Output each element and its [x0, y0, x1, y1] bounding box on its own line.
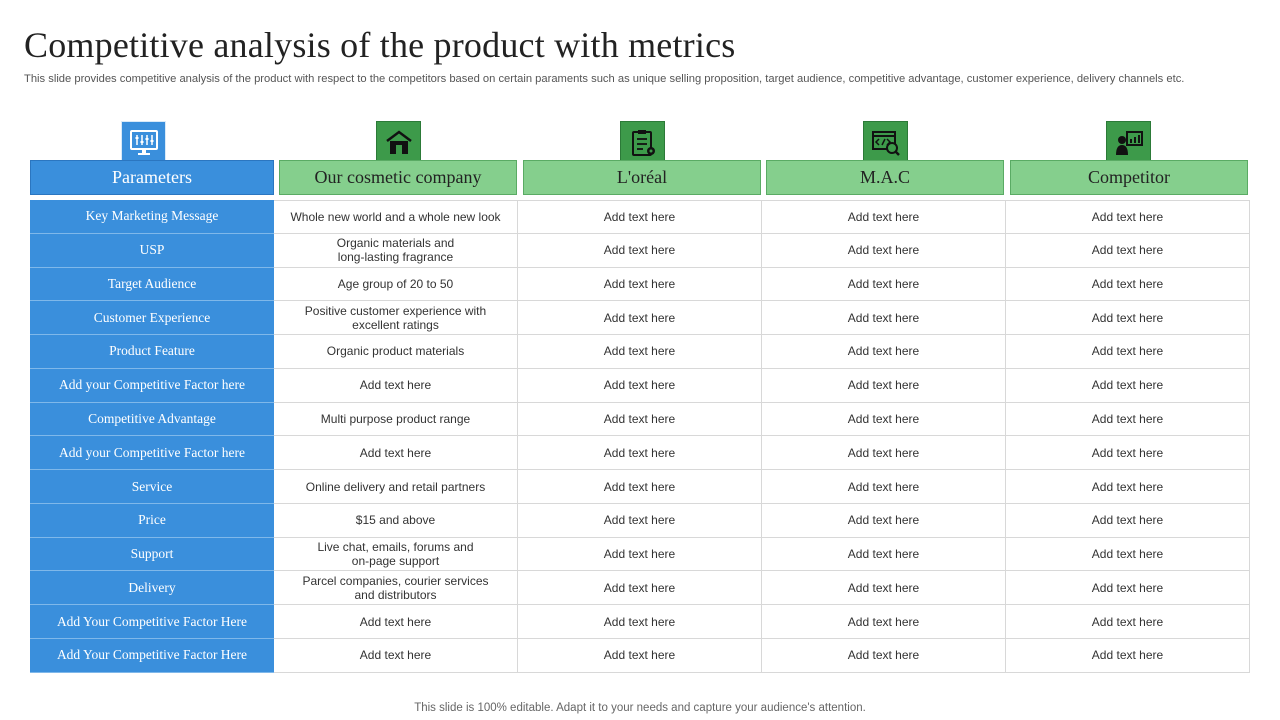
table-cell: Add text here [1006, 335, 1250, 369]
table-cell: Add text here [1006, 402, 1250, 437]
table-cell: Add text here [518, 436, 762, 471]
parameter-cell: Support [30, 537, 274, 572]
table-cell: Add text here [1006, 605, 1250, 639]
table-cell: Add text here [1006, 301, 1250, 336]
table-cell: Add text here [762, 335, 1006, 369]
table-cell: Add text here [1006, 436, 1250, 471]
table-cell: Whole new world and a whole new look [274, 200, 518, 234]
table-cell: Add text here [274, 605, 518, 639]
table-cell: Parcel companies, courier services and d… [274, 571, 518, 606]
table-cell: Add text here [518, 470, 762, 504]
table-cell: Add text here [762, 638, 1006, 673]
table-row: Add text here Add text here Add text her… [274, 368, 1250, 403]
store-icon [376, 121, 421, 164]
parameters-column: Key Marketing Message USP Target Audienc… [30, 200, 274, 673]
table-cell: Add text here [518, 335, 762, 369]
parameter-cell: USP [30, 233, 274, 268]
parameter-cell: Competitive Advantage [30, 402, 274, 437]
table-row: Multi purpose product range Add text her… [274, 402, 1250, 437]
dashboard-monitor-icon [121, 121, 166, 164]
table-cell: Add text here [518, 267, 762, 302]
table-cell: Organic materials and long-lasting fragr… [274, 233, 518, 268]
table-row: Age group of 20 to 50 Add text here Add … [274, 267, 1250, 302]
footer-note: This slide is 100% editable. Adapt it to… [414, 702, 866, 714]
table-row: Organic materials and long-lasting fragr… [274, 233, 1250, 268]
table-cell: Add text here [1006, 470, 1250, 504]
table-cell: Add text here [518, 301, 762, 336]
table-cell: Add text here [518, 503, 762, 538]
table-cell: Add text here [1006, 267, 1250, 302]
table-cell: Add text here [762, 301, 1006, 336]
table-row: Parcel companies, courier services and d… [274, 571, 1250, 606]
header-our-company: Our cosmetic company [279, 160, 517, 195]
table-cell: Add text here [518, 571, 762, 606]
table-cell: Add text here [274, 436, 518, 471]
page-subtitle: This slide provides competitive analysis… [24, 73, 1185, 85]
table-cell: Add text here [762, 368, 1006, 403]
table-cell: Add text here [762, 233, 1006, 268]
table-row: Organic product materials Add text here … [274, 335, 1250, 369]
table-cell: Add text here [518, 537, 762, 572]
header-parameters: Parameters [30, 160, 274, 195]
header-mac: M.A.C [766, 160, 1004, 195]
parameter-cell: Product Feature [30, 335, 274, 369]
table-cell: Add text here [1006, 571, 1250, 606]
table-cell: Add text here [274, 368, 518, 403]
table-cell: Add text here [762, 470, 1006, 504]
table-cell: Online delivery and retail partners [274, 470, 518, 504]
table-cell: Add text here [518, 368, 762, 403]
table-cell: Add text here [762, 436, 1006, 471]
table-row: Positive customer experience with excell… [274, 301, 1250, 336]
table-cell: Add text here [274, 638, 518, 673]
parameter-cell: Add your Competitive Factor here [30, 368, 274, 403]
table-cell: Add text here [1006, 233, 1250, 268]
parameter-cell: Add Your Competitive Factor Here [30, 605, 274, 639]
table-cell: Live chat, emails, forums and on-page su… [274, 537, 518, 572]
clipboard-settings-icon [620, 121, 665, 164]
table-row: Live chat, emails, forums and on-page su… [274, 537, 1250, 572]
table-cell: Add text here [762, 267, 1006, 302]
table-cell: Add text here [1006, 368, 1250, 403]
table-cell: Add text here [762, 571, 1006, 606]
parameter-cell: Add Your Competitive Factor Here [30, 638, 274, 673]
header-competitor: Competitor [1010, 160, 1248, 195]
parameter-cell: Customer Experience [30, 301, 274, 336]
table-cell: Add text here [762, 503, 1006, 538]
table-cell: $15 and above [274, 503, 518, 538]
table-cell: Add text here [1006, 503, 1250, 538]
table-cell: Multi purpose product range [274, 402, 518, 437]
code-search-icon [863, 121, 908, 164]
table-cell: Add text here [518, 233, 762, 268]
table-row: $15 and above Add text here Add text her… [274, 503, 1250, 538]
table-cell: Add text here [762, 605, 1006, 639]
table-row: Add text here Add text here Add text her… [274, 605, 1250, 639]
table-cell: Add text here [762, 402, 1006, 437]
table-cell: Add text here [762, 537, 1006, 572]
table-cell: Add text here [1006, 200, 1250, 234]
parameter-cell: Price [30, 503, 274, 538]
table-cell: Positive customer experience with excell… [274, 301, 518, 336]
header-loreal: L'oréal [523, 160, 761, 195]
parameter-cell: Add your Competitive Factor here [30, 436, 274, 471]
table-cell: Organic product materials [274, 335, 518, 369]
page-title: Competitive analysis of the product with… [24, 25, 736, 65]
parameter-cell: Key Marketing Message [30, 200, 274, 234]
parameter-cell: Target Audience [30, 267, 274, 302]
parameter-cell: Service [30, 470, 274, 504]
table-cell: Add text here [762, 200, 1006, 234]
table-cell: Add text here [518, 402, 762, 437]
comparison-table: Whole new world and a whole new look Add… [274, 200, 1250, 673]
table-cell: Add text here [518, 605, 762, 639]
table-cell: Add text here [1006, 638, 1250, 673]
parameter-cell: Delivery [30, 571, 274, 606]
table-row: Online delivery and retail partners Add … [274, 470, 1250, 504]
table-cell: Add text here [518, 638, 762, 673]
table-cell: Age group of 20 to 50 [274, 267, 518, 302]
table-row: Add text here Add text here Add text her… [274, 638, 1250, 673]
table-row: Whole new world and a whole new look Add… [274, 200, 1250, 234]
table-cell: Add text here [1006, 537, 1250, 572]
presenter-chart-icon [1106, 121, 1151, 164]
table-row: Add text here Add text here Add text her… [274, 436, 1250, 471]
table-cell: Add text here [518, 200, 762, 234]
